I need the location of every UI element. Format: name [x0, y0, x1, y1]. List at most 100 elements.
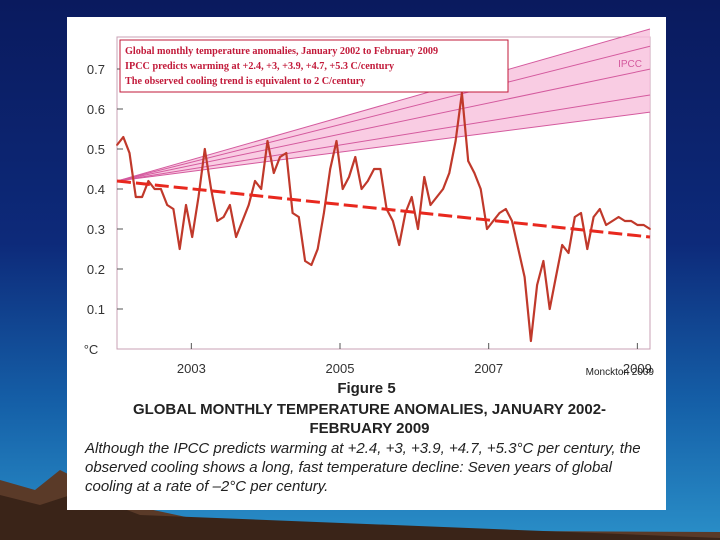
y-tick-label: 0.1	[87, 302, 105, 317]
data-point	[210, 188, 212, 190]
data-point	[511, 220, 513, 222]
data-point	[153, 188, 156, 190]
mountain-silhouette	[0, 470, 720, 540]
data-point	[555, 276, 557, 278]
data-point	[567, 252, 570, 254]
data-point	[291, 212, 294, 214]
data-point	[379, 168, 382, 170]
data-point	[592, 216, 595, 218]
x-tick-label: 2005	[326, 361, 355, 376]
data-point	[310, 264, 313, 266]
data-point	[228, 204, 231, 206]
data-point	[479, 188, 482, 190]
data-point	[460, 92, 463, 94]
data-point	[191, 236, 194, 238]
data-point	[417, 228, 419, 230]
data-point	[517, 248, 520, 250]
figure-caption: Although the IPCC predicts warming at +2…	[85, 440, 641, 495]
data-point	[392, 220, 394, 222]
data-point	[561, 244, 564, 246]
data-point	[254, 180, 256, 182]
series-line-observed	[116, 91, 651, 343]
data-point	[348, 176, 350, 178]
data-point	[605, 224, 608, 226]
data-point	[141, 196, 143, 198]
data-point	[335, 140, 338, 142]
data-point	[172, 208, 175, 210]
data-point	[429, 204, 432, 206]
data-point	[134, 196, 137, 198]
temperature-chart: IPCC 0.1 0.2 0.3 0.4 0.5 0.6 0.7 °C 2003 2005 2007 2…	[84, 28, 652, 376]
x-tick-label: 2003	[177, 361, 206, 376]
data-point	[247, 204, 250, 206]
data-point	[373, 168, 375, 170]
data-point	[366, 180, 369, 182]
data-point	[178, 248, 181, 250]
data-point	[222, 216, 225, 218]
data-point	[266, 140, 269, 142]
data-point	[341, 188, 344, 190]
data-point	[504, 208, 507, 210]
legend-entry-1: IPCC predicts warming at +2.4, +3, +3.9,…	[125, 61, 394, 72]
data-point	[611, 220, 614, 222]
legend-entry-0: Global monthly temperature anomalies, Ja…	[125, 46, 438, 57]
data-point	[542, 260, 545, 262]
data-point	[642, 224, 645, 226]
data-point	[360, 188, 363, 190]
data-point	[636, 224, 639, 226]
figure-number: Figure 5	[337, 380, 396, 397]
data-point	[630, 220, 633, 222]
data-point	[624, 220, 626, 222]
data-point	[454, 140, 457, 142]
data-point	[128, 152, 131, 154]
data-point	[166, 204, 169, 206]
data-point	[435, 196, 438, 198]
data-point	[573, 216, 576, 218]
y-tick-label: 0.2	[87, 262, 105, 277]
data-point	[216, 220, 219, 222]
legend-entry-2: The observed cooling trend is equivalent…	[125, 76, 365, 87]
data-point	[649, 228, 651, 230]
y-unit-label: °C	[84, 342, 99, 357]
data-point	[448, 172, 451, 174]
data-point	[116, 144, 118, 146]
data-point	[197, 196, 200, 198]
data-point	[617, 216, 620, 218]
data-point	[285, 152, 288, 154]
data-point	[316, 248, 319, 250]
data-point	[580, 212, 582, 214]
data-point	[185, 204, 187, 206]
data-point	[329, 168, 332, 170]
y-tick-label: 0.3	[87, 222, 105, 237]
data-point	[203, 148, 206, 150]
ipcc-rate-line-0	[116, 111, 651, 182]
data-point	[122, 136, 125, 138]
data-point	[260, 188, 263, 190]
legend-box	[119, 39, 509, 93]
data-point	[498, 212, 501, 214]
data-point	[241, 220, 244, 222]
data-point	[586, 248, 589, 250]
data-point	[410, 196, 413, 198]
y-tick-label: 0.7	[87, 62, 105, 77]
data-point	[323, 212, 325, 214]
cooling-trend-line	[116, 179, 651, 239]
ipcc-rate-line-1	[116, 94, 651, 182]
y-tick-label: 0.5	[87, 142, 105, 157]
y-tick-label: 0.6	[87, 102, 105, 117]
data-point	[598, 208, 601, 210]
data-point	[492, 220, 495, 222]
data-point	[272, 172, 275, 174]
ipcc-band-label: IPCC	[618, 59, 642, 70]
data-point	[297, 216, 300, 218]
data-point	[279, 156, 281, 158]
x-tick-label: 2007	[474, 361, 503, 376]
x-tick-label: 2009	[623, 361, 652, 376]
data-point	[536, 284, 539, 286]
data-point	[486, 228, 488, 230]
y-tick-label: 0.4	[87, 182, 105, 197]
figure-title: GLOBAL MONTHLY TEMPERATURE ANOMALIES, JA…	[132, 401, 607, 437]
data-point	[473, 172, 476, 174]
data-point	[147, 180, 150, 182]
data-point	[548, 308, 551, 310]
